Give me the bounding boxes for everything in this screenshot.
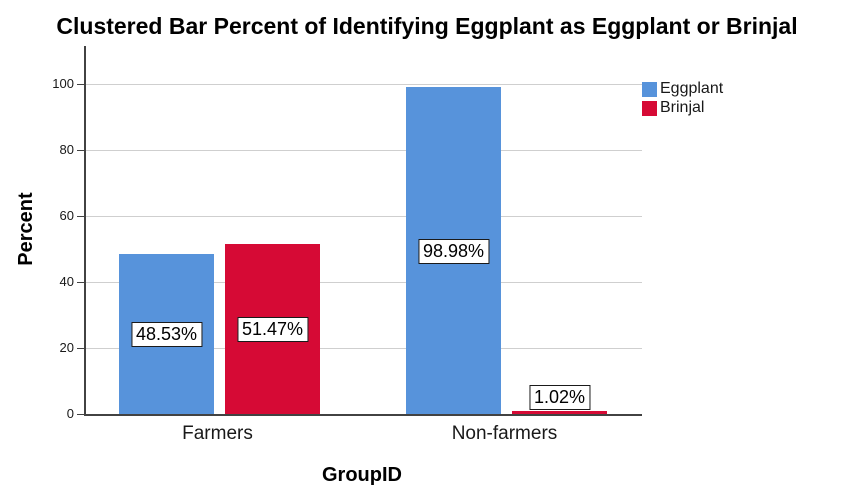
bar-brinjal-non-farmers	[512, 410, 607, 414]
y-tick-label-20: 20	[59, 340, 74, 355]
chart-title: Clustered Bar Percent of Identifying Egg…	[56, 13, 798, 39]
x-category-label-farmers: Farmers	[182, 423, 253, 444]
y-tick-label-0: 0	[66, 406, 74, 421]
legend-swatch-brinjal	[642, 100, 657, 116]
x-category-label-non-farmers: Non-farmers	[451, 423, 558, 444]
legend-label-brinjal: Brinjal	[660, 99, 705, 116]
y-tick-mark-60	[77, 215, 84, 217]
y-tick-label-60: 60	[59, 208, 74, 223]
y-tick-mark-20	[77, 347, 84, 349]
gridline-100	[86, 83, 642, 85]
y-tick-label-40: 40	[59, 274, 74, 289]
y-tick-mark-100	[77, 83, 84, 85]
value-label-eggplant-farmers: 48.53%	[130, 321, 203, 347]
legend-item-eggplant: Eggplant	[642, 81, 723, 97]
x-axis-title: GroupID	[322, 464, 402, 486]
value-label-eggplant-non-farmers: 98.98%	[417, 238, 490, 264]
y-tick-label-100: 100	[52, 76, 74, 91]
legend: Eggplant Brinjal	[642, 81, 723, 116]
legend-swatch-eggplant	[642, 81, 657, 97]
y-tick-mark-80	[77, 149, 84, 151]
y-tick-label-80: 80	[59, 142, 74, 157]
legend-item-brinjal: Brinjal	[642, 100, 723, 116]
y-axis-title: Percent	[15, 192, 37, 266]
gridline-80	[86, 149, 642, 151]
value-label-brinjal-farmers: 51.47%	[236, 317, 309, 343]
legend-label-eggplant: Eggplant	[660, 80, 724, 97]
gridline-60	[86, 215, 642, 217]
gridline-20	[86, 347, 642, 349]
value-label-brinjal-non-farmers: 1.02%	[528, 384, 591, 410]
y-tick-mark-0	[77, 413, 84, 415]
gridline-40	[86, 281, 642, 283]
y-tick-mark-40	[77, 281, 84, 283]
plot-area: 48.53% 98.98% 51.47% 1.02%	[84, 46, 642, 416]
